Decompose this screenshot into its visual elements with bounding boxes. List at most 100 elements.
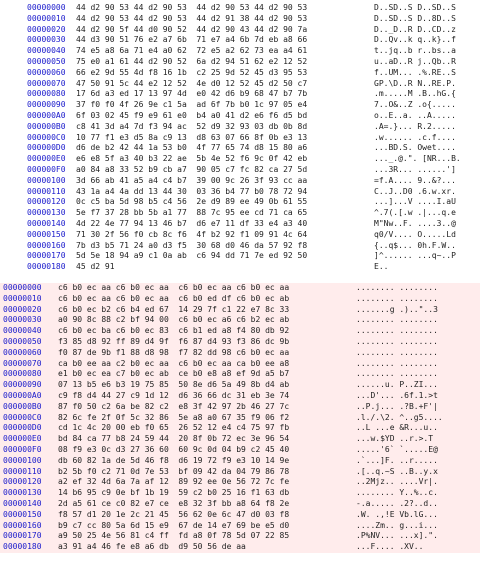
hex-row: 000000E0 bd 84 ca 77 b8 24 59 44 20 8f 0b… bbox=[0, 434, 480, 445]
ascii-text: C..J..D0 .6.w.xr. bbox=[374, 186, 456, 196]
offset-label: 00000100 bbox=[27, 175, 66, 185]
ascii-text: ...]...V ....I.aU bbox=[374, 197, 456, 207]
hex-bytes: 7b d3 b5 71 24 a0 d3 f5 30 68 d0 46 da 5… bbox=[76, 240, 308, 250]
offset-label: 000000E0 bbox=[27, 154, 66, 164]
hex-row: 000000B0 87 f0 50 c2 6a be 82 c2 e8 3f 42… bbox=[0, 401, 480, 413]
hex-bytes: 0c c5 ba 5d 98 b5 c4 56 2e d9 89 ee 49 0… bbox=[76, 197, 308, 207]
offset-label: 00000110 bbox=[3, 466, 42, 476]
ascii-text: ....Zm.. g...i... bbox=[356, 520, 438, 530]
hex-bytes: ca b0 ee aa c2 b0 ec aa c6 b0 ec aa ca b… bbox=[58, 358, 290, 368]
offset-label: 00000140 bbox=[3, 498, 42, 508]
hex-row: 000000E0 e6 e8 5f a3 40 b3 22 ae 5b 4e 52… bbox=[0, 154, 480, 165]
ascii-text: ........ ........ bbox=[356, 336, 438, 346]
hex-row: 00000180 45 d2 91 E.. bbox=[0, 262, 480, 273]
ascii-text: D.._D..R D..CD..z bbox=[374, 24, 456, 34]
hex-bytes: 71 30 2f 56 f0 cb 8c f6 4f b2 92 f1 09 9… bbox=[76, 229, 308, 239]
ascii-text: .`...]F. ..r..... bbox=[356, 455, 438, 465]
ascii-text: ......u. P..ZI... bbox=[356, 380, 438, 390]
offset-label: 00000040 bbox=[3, 326, 42, 336]
hex-row: 00000020 c6 b0 ec b2 c6 b4 ed 67 14 29 7f… bbox=[0, 304, 480, 316]
ascii-text: q0/V.... O.....Ld bbox=[374, 229, 456, 239]
hex-row: 00000080 17 6d a3 ed 17 13 97 4d e0 42 d6… bbox=[0, 89, 480, 100]
ascii-text: ..P.j... .?B.+F'| bbox=[356, 401, 438, 411]
ascii-text: ........ ........ bbox=[356, 358, 438, 368]
hex-bytes: a0 90 8c 88 c2 bf 94 00 c6 b0 ec a6 c6 b… bbox=[58, 315, 290, 325]
hex-row: 00000140 4d 22 4e 77 94 13 46 b7 d6 e7 11… bbox=[0, 219, 480, 230]
hex-bytes: c6 b0 ec aa c6 b0 ec aa c6 b0 ed df c6 b… bbox=[58, 293, 290, 303]
hex-row: 00000000 c6 b0 ec aa c6 b0 ec aa c6 b0 ec… bbox=[0, 283, 480, 294]
ascii-text: ........ ........ bbox=[356, 369, 438, 379]
hex-row: 000000A0 6f 03 02 45 f9 e9 61 e0 b4 a0 41… bbox=[0, 111, 480, 122]
offset-label: 00000010 bbox=[27, 13, 66, 23]
hex-bytes: cd 1c 4c 20 00 eb f0 65 26 52 12 e4 c4 7… bbox=[58, 423, 290, 433]
hex-row: 00000100 db 60 82 1a de 5d 46 f8 d6 19 72… bbox=[0, 455, 480, 467]
hex-bytes: db 60 82 1a de 5d 46 f8 d6 19 72 f9 e3 1… bbox=[58, 455, 290, 465]
hex-bytes: 6f 03 02 45 f9 e9 61 e0 b4 a0 41 d2 e6 f… bbox=[76, 110, 308, 120]
offset-label: 000000A0 bbox=[27, 110, 66, 120]
hex-bytes: c6 b0 ec aa c6 b0 ec aa c6 b0 ec aa c6 b… bbox=[58, 283, 290, 292]
offset-label: 00000020 bbox=[3, 304, 42, 314]
hex-row: 00000040 c6 b0 ec ba c6 b0 ec 83 c6 b1 ed… bbox=[0, 326, 480, 337]
offset-label: 00000130 bbox=[3, 488, 42, 498]
hex-row: 00000050 75 e0 a1 61 44 d2 90 52 6a d2 94… bbox=[0, 57, 480, 68]
hex-bytes: a9 50 25 4e 56 81 c4 ff fd a8 0f 78 5d 0… bbox=[58, 531, 290, 541]
ascii-text: .w...... .c.f.... bbox=[374, 132, 456, 142]
hex-row: 00000000 44 d2 90 53 44 d2 90 53 44 d2 90… bbox=[0, 3, 480, 14]
hex-bytes: 87 f0 50 c2 6a be 82 c2 e8 3f 42 97 2b 4… bbox=[58, 401, 290, 411]
hex-bytes: a3 91 a4 46 fe e8 a6 db d9 50 56 de aa bbox=[58, 542, 246, 552]
hex-row: 000000D0 d6 de b2 42 44 1a 53 b0 4f 77 65… bbox=[0, 143, 480, 154]
hex-row: 00000070 47 50 91 5c 44 e2 12 52 4e d0 12… bbox=[0, 79, 480, 90]
ascii-text: GP.\D..R N..RE.P. bbox=[374, 78, 456, 88]
offset-label: 000000F0 bbox=[27, 164, 66, 174]
ascii-text: ...w.$YD ..r.>.T bbox=[356, 434, 434, 444]
offset-label: 00000150 bbox=[3, 509, 42, 519]
hex-bytes: f8 57 d1 20 1e 2c 21 45 56 62 0e 6c 47 d… bbox=[58, 509, 290, 519]
ascii-text: .P%NV... ...x].". bbox=[356, 531, 438, 541]
ascii-text: ...F.... .XV.. bbox=[356, 542, 424, 552]
hex-bytes: 17 6d a3 ed 17 13 97 4d e0 42 d6 b9 68 4… bbox=[76, 89, 308, 99]
hex-row: 00000020 44 d2 90 5f 44 d0 90 52 44 d2 90… bbox=[0, 25, 480, 36]
ascii-text: ........ ........ bbox=[356, 326, 438, 336]
offset-label: 000000B0 bbox=[27, 121, 66, 131]
ascii-text: .A=.}... R.2..... bbox=[374, 121, 456, 131]
hex-dump-bottom: 00000000 c6 b0 ec aa c6 b0 ec aa c6 b0 ec… bbox=[0, 283, 480, 553]
offset-label: 00000120 bbox=[3, 477, 42, 487]
ascii-text: ]^...... ...q~..P bbox=[374, 251, 456, 261]
hex-bytes: 47 50 91 5c 44 e2 12 52 4e d0 12 52 45 d… bbox=[76, 78, 308, 88]
ascii-text: ...BD.S. Owet.... bbox=[374, 143, 456, 153]
offset-label: 00000180 bbox=[27, 262, 66, 272]
offset-label: 000000F0 bbox=[3, 444, 42, 454]
ascii-text: ........ ........ bbox=[356, 283, 438, 292]
hex-bytes: 2d a5 61 ce c0 82 e7 ce e8 32 3f bb a8 6… bbox=[58, 498, 290, 508]
offset-label: 00000030 bbox=[27, 35, 66, 45]
offset-label: 00000100 bbox=[3, 455, 42, 465]
ascii-text: ........ ........ bbox=[356, 347, 438, 357]
hex-bytes: 5d 5e 18 94 a9 c1 0a ab c6 94 dd 71 7e e… bbox=[76, 251, 308, 261]
offset-label: 00000070 bbox=[27, 78, 66, 88]
ascii-text: .....'6` `.....E@ bbox=[356, 444, 438, 454]
ascii-text: ........ Y..%..c. bbox=[356, 488, 438, 498]
offset-label: 00000160 bbox=[27, 240, 66, 250]
offset-label: 00000080 bbox=[3, 369, 42, 379]
hex-row: 00000160 7b d3 b5 71 24 a0 d3 f5 30 68 d0… bbox=[0, 241, 480, 252]
hex-row: 00000090 07 13 b5 e6 b3 19 75 85 50 8e d6… bbox=[0, 380, 480, 391]
ascii-text: .W. .,!E Vb.lG... bbox=[356, 509, 438, 519]
offset-label: 00000060 bbox=[27, 67, 66, 77]
offset-label: 000000D0 bbox=[27, 143, 66, 153]
hex-row: 000000B0 c8 41 3d a4 7d f3 94 ac 52 d9 32… bbox=[0, 122, 480, 133]
offset-label: 00000010 bbox=[3, 293, 42, 303]
hex-bytes: 14 b6 95 c9 0e bf 1b 19 59 c2 b0 25 16 f… bbox=[58, 488, 290, 498]
hex-bytes: a0 84 a8 33 52 b9 cb a7 90 05 c7 fc 82 c… bbox=[76, 164, 308, 174]
offset-label: 00000030 bbox=[3, 315, 42, 325]
hex-bytes: b2 5b f0 c2 71 0d 7e 53 bf 09 42 da 04 7… bbox=[58, 466, 290, 476]
hex-row: 00000130 14 b6 95 c9 0e bf 1b 19 59 c2 b0… bbox=[0, 488, 480, 499]
ascii-text: t..jq..b r..bs..a bbox=[374, 46, 456, 56]
hex-row: 000000A0 c9 f8 d4 44 27 c9 1d 12 d6 36 66… bbox=[0, 390, 480, 402]
ascii-text: M"Nw..F. ....3..@ bbox=[374, 218, 456, 228]
hex-row: 00000180 a3 91 a4 46 fe e8 a6 db d9 50 56… bbox=[0, 542, 480, 553]
hex-row: 00000090 37 f0 f0 4f 26 9e c1 5a ad 6f 7b… bbox=[0, 100, 480, 111]
hex-bytes: 3d 66 ab 41 a5 a4 c4 b7 39 00 9c 26 3f 9… bbox=[76, 175, 308, 185]
hex-row: 00000050 f3 85 d8 92 ff 89 d4 9f f6 87 d4… bbox=[0, 336, 480, 348]
hex-bytes: 74 e5 a8 6a 71 e4 a0 62 72 e5 a2 62 73 e… bbox=[76, 46, 308, 56]
hex-dump-top: 00000000 44 d2 90 53 44 d2 90 53 44 d2 90… bbox=[0, 3, 480, 273]
